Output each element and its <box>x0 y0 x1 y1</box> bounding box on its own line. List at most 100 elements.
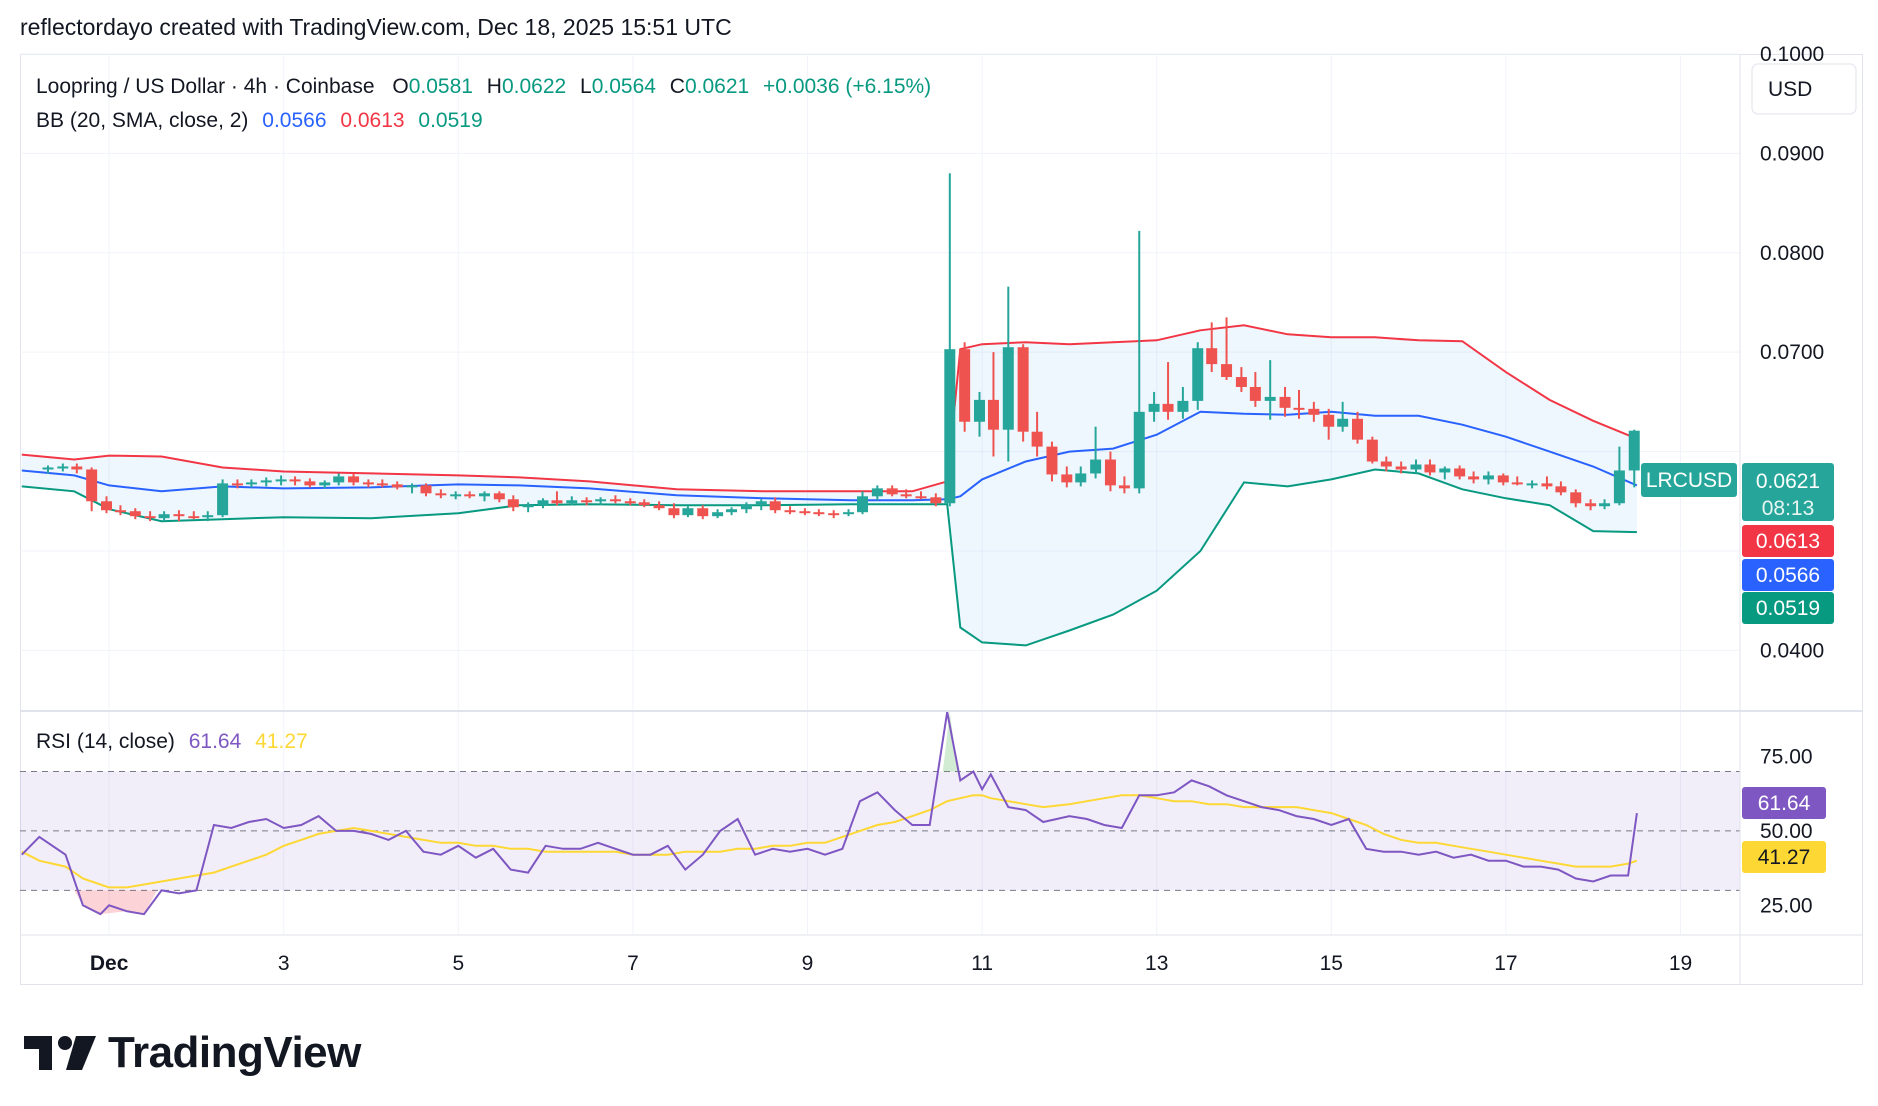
time-tick-label: 11 <box>971 952 993 975</box>
rsi-overbought-fill <box>942 712 958 772</box>
candle-body <box>915 496 927 499</box>
candle-body <box>930 497 942 504</box>
candle-body <box>1206 348 1218 365</box>
candle-body <box>1570 492 1582 504</box>
bb-basis-badge-text: 0.0566 <box>1756 564 1820 587</box>
candle-body <box>668 508 680 516</box>
time-tick-label: 5 <box>452 952 464 975</box>
time-tick-label: 9 <box>802 952 814 975</box>
bb-basis-value: 0.0566 <box>262 109 326 132</box>
candle-body <box>1133 411 1145 489</box>
candle-body <box>1148 403 1160 412</box>
candle-body <box>813 512 825 515</box>
candle-body <box>1380 461 1392 467</box>
candle-body <box>86 469 98 502</box>
candle-body <box>857 496 869 513</box>
candle-body <box>697 508 709 517</box>
candle-body <box>1017 347 1029 432</box>
time-tick-label: 19 <box>1669 952 1692 975</box>
candle-body <box>944 349 956 504</box>
candle-body <box>1046 446 1058 475</box>
candle-body <box>566 500 578 504</box>
candle-body <box>1308 408 1320 415</box>
candle-body <box>1482 475 1494 480</box>
candle-body <box>828 513 840 516</box>
candle-body <box>1002 347 1014 430</box>
rsi-tick-label: 25.00 <box>1760 894 1813 917</box>
candle-body <box>682 508 694 516</box>
candle-body <box>1235 377 1247 387</box>
candle-body <box>624 501 636 504</box>
symbol-badge-text: LRCUSD <box>1646 469 1732 492</box>
rsi-badge-text: 61.64 <box>1758 792 1811 815</box>
tradingview-logo-icon <box>24 1036 96 1070</box>
time-tick-label: 13 <box>1145 952 1168 975</box>
attribution-text: reflectordayo created with TradingView.c… <box>20 14 732 40</box>
last-price-badge: 0.0621 08:13 <box>1742 463 1834 521</box>
candle-body <box>595 499 607 502</box>
candle-body <box>479 493 490 497</box>
candle-body <box>1090 459 1102 474</box>
time-tick-label: 15 <box>1320 952 1343 975</box>
candle-body <box>1526 483 1538 486</box>
candle-body <box>1366 439 1378 462</box>
price-tick-label: 0.0900 <box>1760 142 1824 165</box>
candle-body <box>1177 400 1189 412</box>
bb-upper-badge-text: 0.0613 <box>1756 530 1820 553</box>
candle-body <box>1118 485 1130 489</box>
candle-body <box>1497 475 1509 483</box>
change-value: +0.0036 (+6.15%) <box>763 75 931 98</box>
high-label: H <box>487 75 502 98</box>
candle-body <box>843 512 855 515</box>
candle-body <box>71 466 83 470</box>
candle-body <box>1075 473 1087 483</box>
close-value: 0.0621 <box>685 75 749 98</box>
currency-label: USD <box>1768 78 1812 101</box>
candle-body <box>114 510 126 513</box>
candle-body <box>406 485 418 488</box>
candle-body <box>1541 483 1553 487</box>
bb-lower-badge-text: 0.0519 <box>1756 597 1820 620</box>
rsi-ma-value: 41.27 <box>255 730 308 753</box>
time-tick-label: 3 <box>278 952 290 975</box>
rsi-pane: 75.00 50.00 25.00 <box>20 711 1813 917</box>
candle-body <box>900 494 912 497</box>
candle-body <box>1264 396 1276 401</box>
candle-body <box>57 466 69 469</box>
open-value: 0.0581 <box>409 75 473 98</box>
candle-body <box>1511 482 1523 485</box>
candle-body <box>1468 476 1480 480</box>
candle-body <box>799 511 811 514</box>
candle-body <box>537 500 549 506</box>
candle-body <box>959 349 971 422</box>
symbol-label: Loopring / US Dollar · 4h · Coinbase <box>36 75 375 98</box>
candle-body <box>871 488 883 497</box>
tradingview-logo[interactable]: TradingView <box>22 1028 361 1078</box>
candle-body <box>973 399 985 422</box>
bb-upper-badge: 0.0613 <box>1742 525 1834 557</box>
rsi-ma-badge-text: 41.27 <box>1758 846 1811 869</box>
candle-body <box>289 479 301 482</box>
price-tick-label: 0.0800 <box>1760 242 1824 265</box>
candle-body <box>987 399 999 430</box>
rsi-line <box>21 711 1638 916</box>
rsi-ma-badge: 41.27 <box>1742 841 1826 873</box>
candle-body <box>158 514 170 519</box>
candle-body <box>1337 418 1349 427</box>
candle-body <box>1613 470 1625 504</box>
time-tick-label: Dec <box>90 952 129 975</box>
candle-body <box>144 516 156 519</box>
candle-body <box>231 483 243 486</box>
currency-button[interactable]: USD <box>1751 63 1857 115</box>
rsi-value: 61.64 <box>189 730 242 753</box>
rsi-tick-label: 50.00 <box>1760 820 1813 843</box>
low-value: 0.0564 <box>592 75 657 98</box>
rsi-tick-label: 75.00 <box>1760 746 1813 769</box>
candle-body <box>609 499 621 502</box>
candle-body <box>886 488 898 495</box>
low-label: L <box>580 75 592 98</box>
candle-body <box>100 501 112 511</box>
bb-upper-value: 0.0613 <box>340 109 404 132</box>
candle-body <box>1555 486 1567 493</box>
